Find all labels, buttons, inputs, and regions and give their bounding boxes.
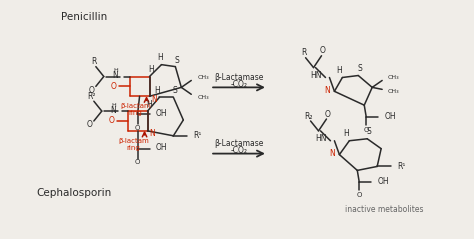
Text: H: H xyxy=(146,100,152,109)
Text: O: O xyxy=(111,82,117,91)
Text: R¹: R¹ xyxy=(397,162,405,171)
Text: S: S xyxy=(175,56,180,65)
Text: S: S xyxy=(173,86,178,95)
Text: Penicillin: Penicillin xyxy=(61,12,107,22)
Text: N: N xyxy=(330,149,336,158)
Text: N: N xyxy=(112,71,118,80)
Text: H: H xyxy=(149,65,155,74)
Text: OH: OH xyxy=(377,177,389,186)
Text: CH₃: CH₃ xyxy=(197,75,209,80)
Text: CH₃: CH₃ xyxy=(388,89,400,94)
Text: OH: OH xyxy=(155,109,167,118)
Text: O: O xyxy=(135,125,140,131)
Text: N: N xyxy=(325,86,330,95)
Text: O: O xyxy=(109,116,115,125)
Text: H: H xyxy=(157,53,164,62)
Text: β-Lactamase: β-Lactamase xyxy=(214,73,264,82)
Text: H: H xyxy=(111,103,116,108)
Text: β-lactam
ring: β-lactam ring xyxy=(118,138,149,151)
Text: CH₃: CH₃ xyxy=(197,95,209,100)
Text: H: H xyxy=(113,68,118,73)
Text: S: S xyxy=(367,127,372,136)
Text: CH₃: CH₃ xyxy=(388,75,400,80)
Text: -CO₂: -CO₂ xyxy=(230,146,247,155)
Text: H: H xyxy=(155,86,160,95)
Text: OH: OH xyxy=(155,143,167,152)
Text: OH: OH xyxy=(384,112,396,120)
Text: inactive metabolites: inactive metabolites xyxy=(345,206,423,214)
Text: N: N xyxy=(110,106,116,115)
Text: O: O xyxy=(325,109,330,119)
Text: -CO₂: -CO₂ xyxy=(230,80,247,89)
Text: R: R xyxy=(91,57,97,66)
Text: HN: HN xyxy=(315,134,327,143)
Text: HN: HN xyxy=(310,71,321,80)
Text: S: S xyxy=(358,64,363,73)
Text: O: O xyxy=(135,159,140,165)
Text: O: O xyxy=(364,127,369,133)
Text: β-Lactamase: β-Lactamase xyxy=(214,139,264,148)
Text: H: H xyxy=(337,66,342,75)
Text: H: H xyxy=(344,129,349,138)
Text: R¹: R¹ xyxy=(193,131,201,140)
Text: R: R xyxy=(301,48,306,57)
Text: R²: R² xyxy=(88,92,96,101)
Text: β-lactam
ring: β-lactam ring xyxy=(120,103,151,116)
Text: O: O xyxy=(87,120,93,130)
Text: R₂: R₂ xyxy=(304,112,313,120)
Text: O: O xyxy=(319,46,326,55)
Text: O: O xyxy=(89,86,95,95)
Text: O: O xyxy=(356,192,362,198)
Text: N: N xyxy=(149,129,155,138)
Text: N: N xyxy=(152,95,157,104)
Text: Cephalosporin: Cephalosporin xyxy=(36,188,111,198)
